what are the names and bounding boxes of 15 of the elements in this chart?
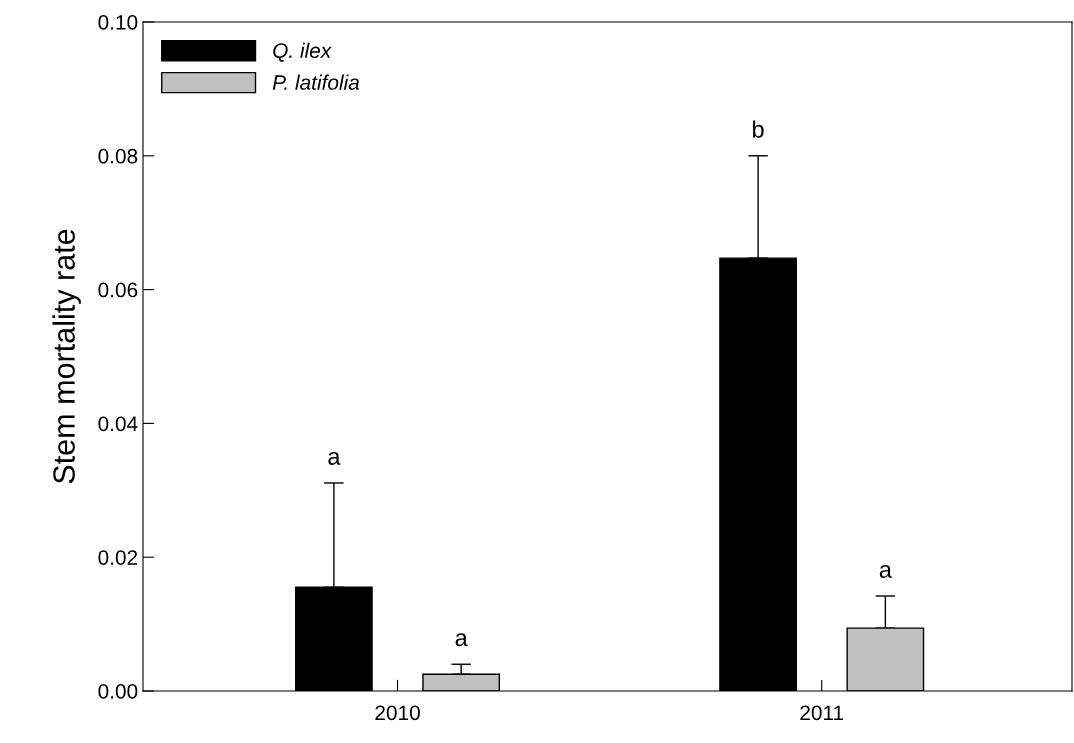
y-tick-label: 0.08 [98,148,138,164]
y-tick-label: 0.10 [98,15,138,30]
y-axis-title: Stem mortality rate [52,229,81,484]
annotation: a [455,633,468,647]
x-tick-label: 2011 [800,705,844,721]
legend-label: P. latifolia [272,74,360,90]
legend-label: Q. ilex [273,42,332,62]
annotation: a [328,451,341,465]
annotation: b [753,120,764,138]
y-tick-label: 0.04 [98,416,138,432]
y-tick-label: 0.00 [98,684,138,699]
annotation: a [879,565,892,578]
y-tick-label: 0.06 [98,282,138,298]
y-tick-label: 0.02 [98,550,138,565]
x-tick-label: 2010 [375,705,420,721]
